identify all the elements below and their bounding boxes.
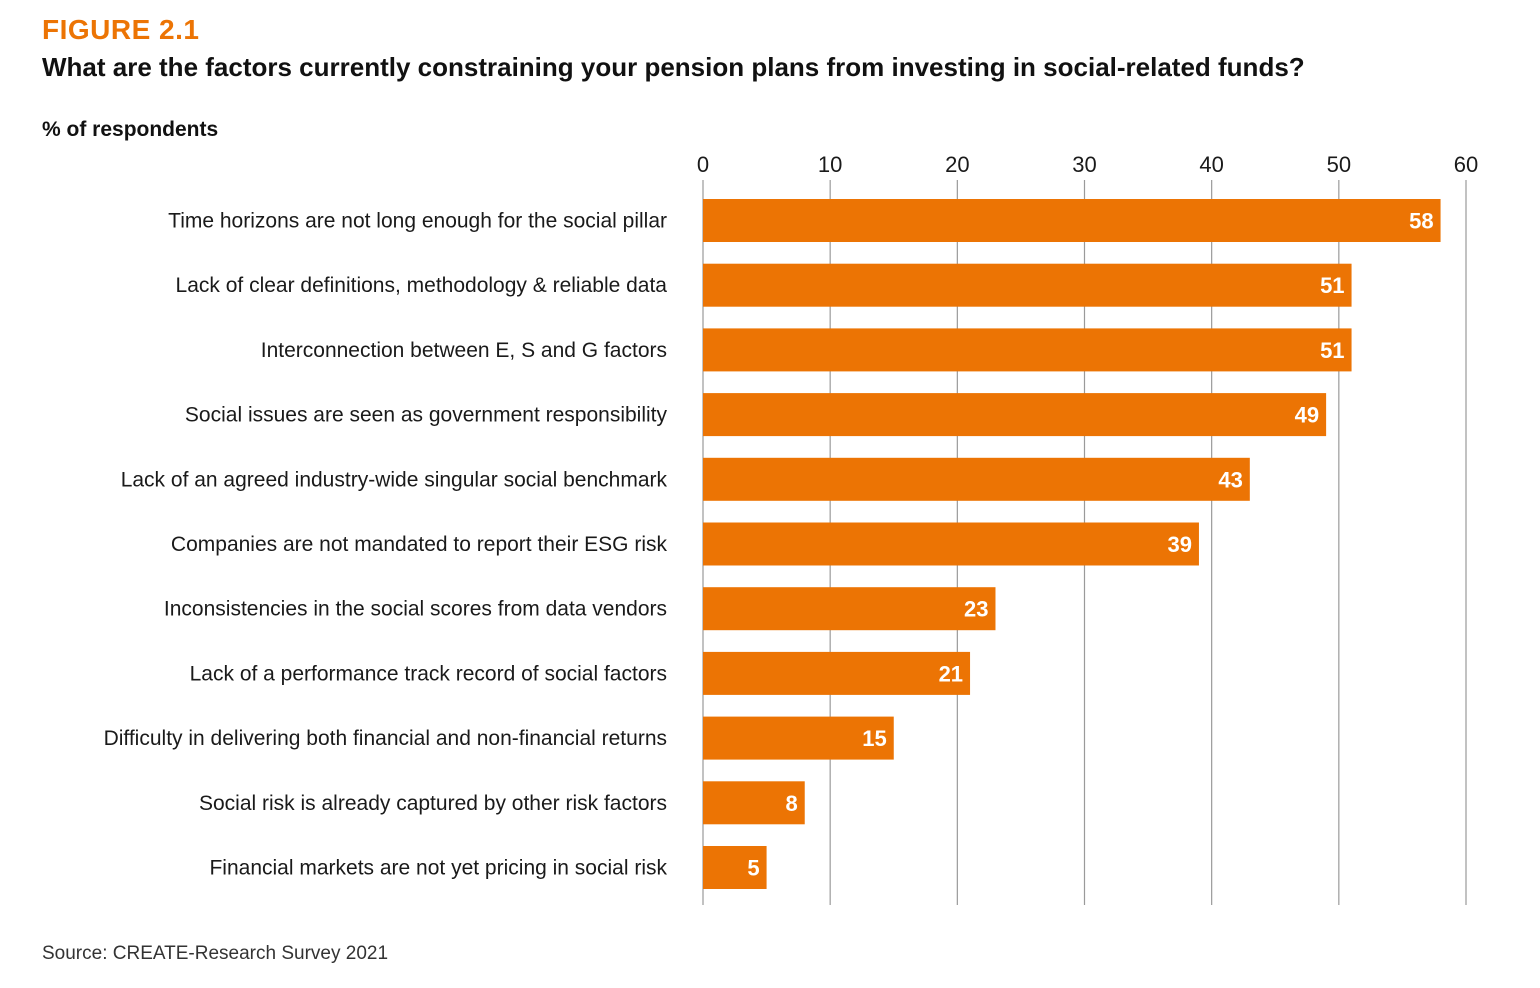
category-label-4: Social issues are seen as government res… [185,404,668,427]
tick-label-30: 30 [1072,152,1096,177]
tick-label-10: 10 [818,152,842,177]
bar-10 [703,781,805,825]
bar-9 [703,716,894,760]
category-label-2: Lack of clear definitions, methodology &… [176,274,668,297]
category-label-9: Difficulty in delivering both financial … [104,727,667,750]
value-label-9: 15 [862,726,886,751]
figure-label: FIGURE 2.1 [42,14,200,45]
tick-label-50: 50 [1327,152,1351,177]
value-label-6: 39 [1167,532,1191,557]
category-label-6: Companies are not mandated to report the… [171,533,668,556]
value-label-11: 5 [747,856,759,881]
x-axis-ticks: 0 10 20 30 40 50 60 [697,152,1478,177]
value-label-1: 58 [1409,209,1433,234]
bar-5 [703,457,1250,501]
bar-3 [703,328,1352,372]
value-labels: 58 51 51 49 43 39 23 21 15 8 5 [747,209,1433,881]
category-labels: Time horizons are not long enough for th… [104,210,668,880]
unit-label: % of respondents [42,118,219,141]
chart-title: What are the factors currently constrain… [42,52,1305,82]
bar-11 [703,846,767,889]
category-label-5: Lack of an agreed industry-wide singular… [121,468,668,491]
category-label-1: Time horizons are not long enough for th… [168,210,667,233]
value-label-3: 51 [1320,338,1344,363]
tick-label-60: 60 [1454,152,1478,177]
value-label-7: 23 [964,597,988,622]
value-label-10: 8 [785,791,797,816]
bar-4 [703,393,1327,437]
tick-label-20: 20 [945,152,969,177]
category-label-11: Financial markets are not yet pricing in… [209,857,667,880]
value-label-8: 21 [939,661,963,686]
bar-2 [703,263,1352,307]
bar-1 [703,199,1441,242]
category-label-7: Inconsistencies in the social scores fro… [164,598,667,621]
source-note: Source: CREATE-Research Survey 2021 [42,943,389,964]
value-label-2: 51 [1320,273,1344,298]
bar-8 [703,651,971,695]
value-label-4: 49 [1295,403,1319,428]
bar-6 [703,522,1199,566]
category-label-8: Lack of a performance track record of so… [190,662,667,685]
tick-label-0: 0 [697,152,709,177]
value-label-5: 43 [1218,467,1242,492]
tick-label-40: 40 [1199,152,1223,177]
bar-7 [703,587,996,631]
category-label-3: Interconnection between E, S and G facto… [261,339,667,362]
bars [703,199,1441,889]
category-label-10: Social risk is already captured by other… [199,792,667,815]
